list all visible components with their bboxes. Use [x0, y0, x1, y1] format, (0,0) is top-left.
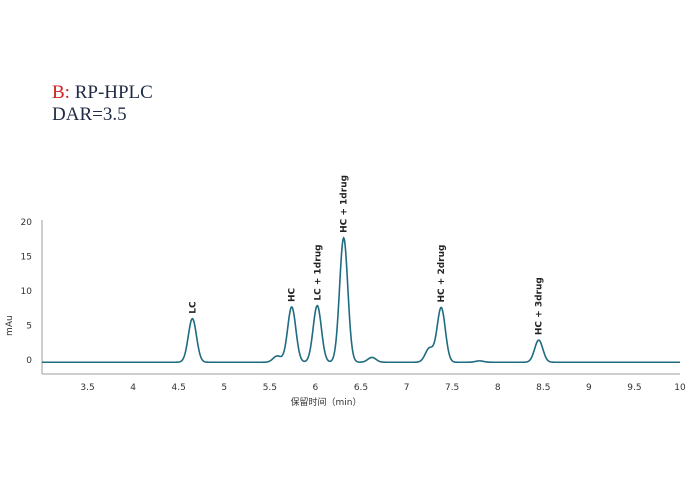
x-tick-label: 7.5: [445, 383, 459, 393]
x-tick-label: 9: [586, 383, 592, 393]
y-tick-label: 0: [26, 356, 32, 366]
x-tick-label: 8: [495, 383, 501, 393]
x-tick-label: 6: [313, 383, 319, 393]
peak-label: HC: [288, 287, 298, 302]
x-tick-label: 6.5: [354, 383, 368, 393]
x-tick-label: 4.5: [172, 383, 186, 393]
y-axis-title: mAu: [5, 315, 15, 336]
x-axis-title: 保留时间（min）: [291, 396, 362, 408]
panel-letter: B:: [52, 82, 70, 103]
x-tick-label: 9.5: [627, 383, 641, 393]
x-tick-label: 10: [674, 383, 686, 393]
chart-heading: B: RP-HPLC DAR=3.5: [52, 82, 153, 126]
x-tick-label: 3.5: [80, 383, 94, 393]
x-tick-label: 8.5: [536, 383, 550, 393]
y-tick-label: 20: [21, 218, 33, 228]
dar-label: DAR=3.5: [52, 104, 127, 125]
x-tick-label: 7: [404, 383, 410, 393]
peak-label: HC + 3drug: [535, 277, 545, 335]
peak-label: HC + 1drug: [340, 175, 350, 233]
chromatogram-trace: [42, 236, 680, 364]
y-tick-label: 10: [21, 287, 33, 297]
peak-label: HC + 2drug: [437, 245, 447, 303]
x-tick-label: 5: [221, 383, 227, 393]
peak-label: LC + 1drug: [313, 244, 323, 300]
y-tick-label: 5: [26, 322, 32, 332]
peak-label: LC: [188, 301, 198, 314]
y-tick-label: 15: [21, 253, 32, 263]
x-tick-label: 4: [130, 383, 136, 393]
x-tick-label: 5.5: [263, 383, 277, 393]
heading-line-1: B: RP-HPLC: [52, 82, 153, 104]
method-label: RP-HPLC: [74, 82, 153, 103]
